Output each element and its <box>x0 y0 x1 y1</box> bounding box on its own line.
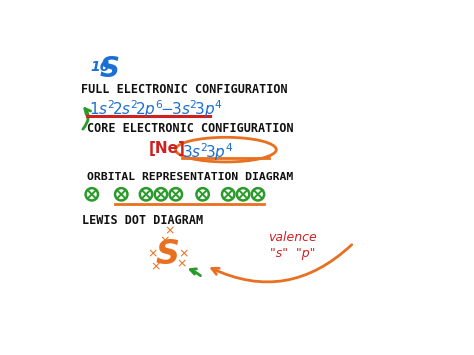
Text: FULL ELECTRONIC CONFIGURATION: FULL ELECTRONIC CONFIGURATION <box>81 83 288 95</box>
Text: ×: × <box>159 234 170 247</box>
Text: valence: valence <box>268 231 317 244</box>
Text: LEWIS DOT DIAGRAM: LEWIS DOT DIAGRAM <box>82 214 204 226</box>
Text: ×: × <box>178 248 189 261</box>
Text: ×: × <box>150 260 161 273</box>
FancyArrowPatch shape <box>212 245 352 282</box>
Text: ×: × <box>147 248 157 261</box>
Text: [Ne]: [Ne] <box>148 141 185 156</box>
Text: $3s^2\!3p^4$: $3s^2\!3p^4$ <box>182 141 233 163</box>
Text: ×: × <box>164 225 174 238</box>
Text: S: S <box>156 238 180 271</box>
FancyArrowPatch shape <box>191 269 201 276</box>
Text: CORE ELECTRONIC CONFIGURATION: CORE ELECTRONIC CONFIGURATION <box>87 122 294 135</box>
Text: 16: 16 <box>90 60 109 73</box>
Text: $1s^2\!2s^2\!2p^6\!\!-\!\!3s^2\!3p^4$: $1s^2\!2s^2\!2p^6\!\!-\!\!3s^2\!3p^4$ <box>89 98 223 120</box>
Text: S: S <box>100 55 119 83</box>
Text: ORBITAL REPRESENTATION DIAGRAM: ORBITAL REPRESENTATION DIAGRAM <box>87 172 293 182</box>
Text: "s"  "p": "s" "p" <box>270 247 315 260</box>
FancyArrowPatch shape <box>83 109 91 129</box>
Text: ×: × <box>176 257 187 270</box>
